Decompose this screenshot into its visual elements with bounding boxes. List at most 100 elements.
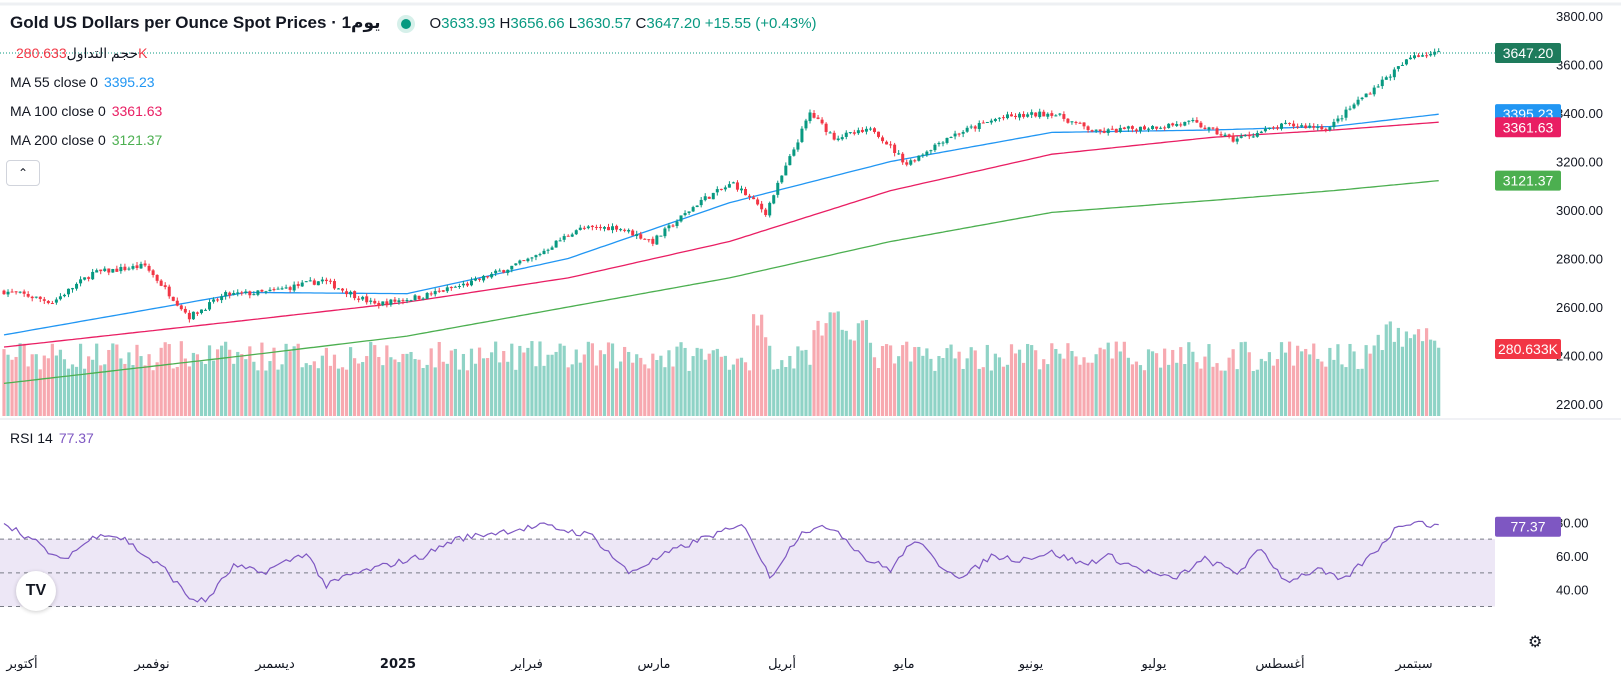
candle-body — [357, 298, 361, 300]
candle-body — [244, 291, 248, 294]
candle-body — [143, 263, 147, 266]
ma55-legend[interactable]: MA 55 close 0 3395.23 — [10, 73, 155, 91]
candle-body — [901, 153, 905, 163]
volume-legend[interactable]: حجم التداول280.633K — [10, 44, 147, 62]
candle-body — [510, 265, 514, 270]
volume-bar — [449, 350, 453, 416]
candle-body — [393, 299, 397, 302]
volume-bar — [957, 351, 961, 416]
candle-body — [34, 296, 38, 298]
rsi-value-label[interactable]: 77.37 — [1495, 516, 1561, 537]
y-tick-label: 2400.00 — [1556, 349, 1603, 364]
volume-bar — [1154, 353, 1159, 416]
candle-body — [1300, 125, 1304, 127]
collapse-legend-button[interactable]: ⌃ — [6, 160, 40, 186]
volume-bar — [570, 364, 574, 416]
gear-icon[interactable]: ⚙ — [1528, 634, 1543, 651]
candle-body — [631, 230, 635, 236]
volume-bar — [1348, 343, 1352, 416]
candle-body — [183, 308, 187, 313]
volume-bar — [788, 355, 792, 416]
volume-bar — [1122, 341, 1126, 416]
candle-body — [852, 132, 856, 134]
volume-bar — [735, 358, 740, 416]
candle-body — [828, 132, 832, 134]
candle-body — [748, 195, 752, 197]
volume-bar — [457, 369, 461, 416]
candle-body — [691, 207, 695, 212]
volume-bar — [369, 341, 373, 416]
volume-bar — [558, 343, 562, 416]
volume-bar — [332, 354, 337, 416]
candle-body — [602, 227, 606, 229]
candle-body — [719, 188, 723, 190]
volume-bar — [312, 361, 316, 416]
candle-body — [58, 296, 62, 300]
volume-bar — [1183, 364, 1187, 416]
candle-body — [236, 292, 240, 294]
volume-bar — [1352, 351, 1356, 416]
volume-bar — [671, 366, 675, 416]
volume-bar — [236, 351, 240, 416]
candle-body — [95, 270, 99, 273]
volume-bar — [490, 352, 494, 416]
tradingview-logo[interactable]: TV — [16, 571, 56, 611]
volume-bar — [244, 359, 248, 416]
candle-body — [1421, 55, 1425, 57]
candle-body — [1368, 93, 1372, 95]
candle-body — [54, 299, 58, 303]
candle-body — [119, 267, 123, 272]
volume-bar — [973, 350, 977, 416]
ma200-legend[interactable]: MA 200 close 0 3121.37 — [10, 131, 162, 149]
candle-body — [341, 288, 345, 291]
volume-bar — [119, 358, 123, 416]
candle-body — [1134, 129, 1138, 132]
candle-body — [812, 112, 816, 118]
volume-price-label[interactable]: 280.633K — [1495, 339, 1561, 359]
current-price-label[interactable]: 3647.20 — [1495, 43, 1561, 64]
ma100-legend[interactable]: MA 100 close 0 3361.63 — [10, 102, 162, 120]
candle-body — [953, 133, 957, 137]
ma200-line[interactable] — [3, 180, 1439, 385]
high-key: H — [499, 15, 511, 32]
volume-bar — [1130, 364, 1134, 416]
rsi-line[interactable] — [3, 520, 1439, 603]
candle-body — [659, 235, 663, 237]
volume-bar — [272, 347, 276, 416]
ma55-line[interactable] — [3, 113, 1439, 336]
volume-bar — [977, 368, 981, 416]
volume-bar — [893, 363, 897, 416]
volume-bar — [695, 347, 699, 416]
candle-body — [1288, 123, 1292, 125]
candle-body — [820, 119, 824, 124]
candle-body — [760, 203, 764, 210]
volume-bar — [151, 370, 155, 416]
ma200-price-label[interactable]: 3121.37 — [1495, 170, 1561, 191]
candle-body — [808, 112, 812, 122]
volume-bar — [1038, 369, 1042, 416]
volume-bar — [594, 365, 599, 416]
volume-bar — [1082, 357, 1086, 416]
candle-body — [586, 226, 590, 229]
volume-bar — [836, 311, 840, 416]
volume-bar — [832, 312, 836, 416]
candle-body — [1114, 128, 1118, 133]
volume-bar — [473, 363, 478, 416]
candle-body — [707, 196, 711, 199]
ma100-line[interactable] — [3, 121, 1439, 348]
volume-bar — [760, 314, 764, 416]
candle-body — [1231, 135, 1235, 142]
rsi-legend[interactable]: RSI 14 77.37 — [10, 429, 94, 447]
volume-bar — [1312, 343, 1316, 416]
volume-bar — [1219, 370, 1223, 416]
candle-body — [1348, 108, 1352, 110]
volume-bar — [1005, 364, 1010, 416]
symbol-title[interactable]: Gold US Dollars per Ounce Spot Prices · … — [10, 13, 381, 32]
candle-body — [1078, 122, 1082, 124]
candle-body — [1142, 126, 1146, 130]
ma100-price-label[interactable]: 3361.63 — [1495, 117, 1561, 138]
candle-body — [1062, 114, 1066, 119]
candle-body — [332, 281, 336, 289]
candle-body — [1263, 128, 1267, 132]
